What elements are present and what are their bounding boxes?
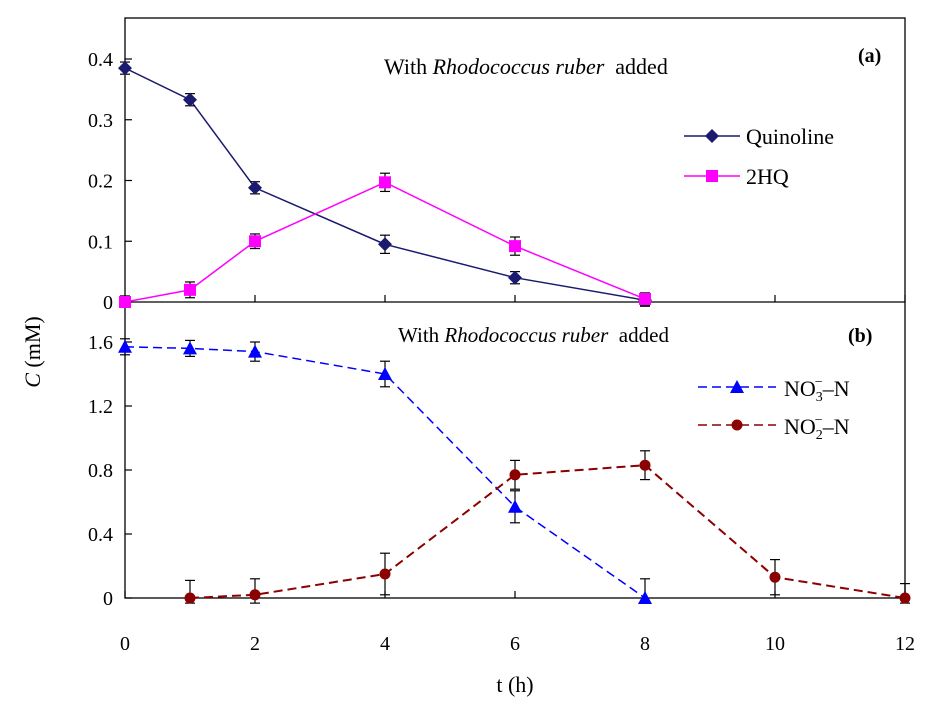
x-tick-label-5: 10 — [765, 633, 785, 655]
panel-b-title: With Rhodococcus ruber added — [398, 323, 669, 347]
y-tick-label-1-2: 0.8 — [88, 460, 113, 482]
series-line-0-0 — [124, 67, 646, 301]
data-point-1-0-2 — [248, 344, 262, 358]
x-tick-label-6: 12 — [895, 633, 915, 655]
series-line-1-1 — [189, 464, 906, 599]
legend-label-nitrate: NO3−–N — [784, 375, 850, 405]
y-tick-label-0-1: 0.1 — [88, 231, 113, 253]
legend-label-nitrite-sub: 2 — [816, 428, 823, 443]
y-tick-label-1-0: 0 — [103, 588, 113, 610]
legend-marker-nitrate — [730, 380, 744, 393]
data-point-0-1-0 — [119, 296, 131, 308]
y-tick-label-0-0: 0 — [103, 292, 113, 314]
legend-label-nitrite: NO2−–N — [784, 413, 850, 443]
legend-label-nitrate-base: NO — [784, 376, 816, 401]
panel-a-title: With Rhodococcus ruber added — [384, 54, 668, 79]
data-point-1-1-6 — [899, 592, 911, 604]
panel-b-title-tail: added — [608, 323, 669, 347]
legend-marker-2hq — [706, 170, 718, 182]
series-line-1-0 — [124, 346, 646, 599]
series-0-1 — [119, 172, 651, 308]
legend-item-nitrite: NO2−–N — [698, 413, 850, 443]
panel-a-title-tail: added — [604, 54, 668, 79]
legend-marker-nitrite — [731, 419, 743, 431]
data-point-1-0-3 — [378, 367, 392, 380]
data-point-1-0-0 — [118, 339, 132, 353]
legend-panel-b: NO3−–N NO2−–N — [698, 375, 850, 443]
panel-a-label: (a) — [858, 45, 881, 67]
legend-label-nitrate-sub: 3 — [816, 390, 823, 405]
y-axis-label-unit: (mM) — [20, 316, 45, 373]
legend-label-nitrate-sup: − — [815, 375, 823, 390]
data-point-1-1-4 — [639, 459, 651, 471]
y-tick-label-1-1: 0.4 — [88, 524, 113, 546]
data-point-0-0-2 — [248, 180, 262, 195]
y-tick-label-1-4: 1.6 — [88, 332, 113, 354]
data-point-0-1-3 — [379, 176, 391, 189]
y-tick-label-0-4: 0.4 — [88, 49, 113, 71]
x-tick-label-4: 8 — [640, 633, 650, 655]
data-point-1-0-4 — [508, 499, 522, 513]
series-line-0-1 — [124, 181, 646, 303]
data-point-0-1-5 — [639, 292, 651, 305]
legend-label-nitrite-tail: –N — [822, 414, 850, 439]
x-tick-label-0: 0 — [120, 633, 130, 655]
legend-label-quinoline: Quinoline — [746, 124, 834, 149]
series-1-1 — [184, 450, 911, 604]
data-point-1-1-3 — [509, 469, 521, 481]
data-point-0-0-1 — [183, 92, 197, 107]
panel-a-title-italic: Rhodococcus ruber — [432, 54, 605, 79]
x-tick-label-1: 2 — [250, 633, 260, 655]
legend-item-2hq: 2HQ — [684, 164, 789, 189]
y-tick-label-0-2: 0.2 — [88, 171, 113, 193]
series-1-0 — [118, 338, 652, 604]
panel-b-title-plain: With — [398, 323, 444, 347]
data-point-1-1-1 — [249, 589, 261, 601]
legend-label-nitrite-base: NO — [784, 414, 816, 439]
data-point-1-1-0 — [184, 592, 196, 604]
data-point-0-1-2 — [249, 235, 261, 248]
data-point-0-0-4 — [508, 270, 522, 285]
panel-b-title-italic: Rhodococcus ruber — [443, 323, 609, 347]
y-tick-label-1-3: 1.2 — [88, 396, 113, 418]
x-axis-label: t (h) — [496, 672, 533, 697]
panel-a-title-plain: With — [384, 54, 433, 79]
legend-label-2hq: 2HQ — [746, 164, 789, 189]
data-point-1-0-5 — [638, 591, 652, 604]
x-tick-label-2: 4 — [380, 633, 390, 655]
legend-marker-quinoline — [705, 129, 719, 143]
series-layer — [118, 61, 911, 604]
data-point-0-1-1 — [184, 283, 196, 296]
panel-b-label: (b) — [848, 325, 872, 347]
y-tick-label-0-3: 0.3 — [88, 110, 113, 132]
y-axis-label-symbol: C — [20, 373, 45, 388]
x-tick-label-3: 6 — [510, 633, 520, 655]
legend-label-nitrite-sup: − — [815, 413, 823, 428]
data-point-1-1-2 — [379, 568, 391, 580]
data-point-1-1-5 — [769, 571, 781, 583]
legend-item-nitrate: NO3−–N — [698, 375, 850, 405]
data-point-0-1-4 — [509, 240, 521, 253]
y-axis-label: C (mM) — [20, 316, 45, 388]
legend-label-nitrate-tail: –N — [822, 376, 850, 401]
legend-panel-a: Quinoline 2HQ — [684, 124, 834, 189]
data-point-0-0-3 — [378, 237, 392, 252]
legend-item-quinoline: Quinoline — [684, 124, 834, 149]
data-point-0-0-0 — [118, 61, 132, 76]
data-point-1-0-1 — [183, 341, 197, 355]
